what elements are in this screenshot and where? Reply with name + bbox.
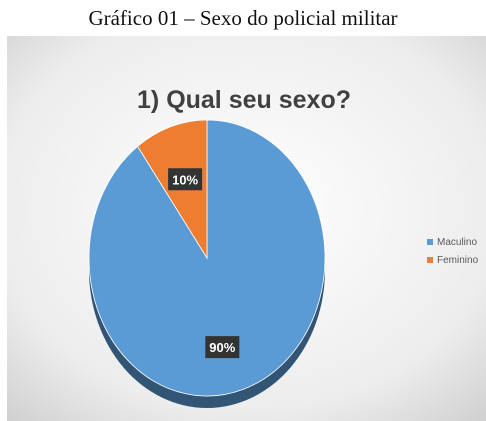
pie-chart: 1) Qual seu sexo? 90% 10% Maculino Feminin… bbox=[7, 36, 486, 421]
legend-swatch bbox=[427, 257, 433, 263]
pie-group: 90% 10% bbox=[88, 119, 326, 408]
data-label-box bbox=[205, 336, 240, 359]
figure-caption: Gráfico 01 – Sexo do policial militar bbox=[88, 6, 398, 30]
legend: Maculino Feminino bbox=[427, 237, 479, 266]
chart-area: 1) Qual seu sexo? 90% 10% Maculino Feminin… bbox=[7, 36, 486, 421]
legend-item-maculino: Maculino bbox=[427, 237, 477, 248]
data-label-box bbox=[168, 168, 203, 191]
data-label-feminino: 10% bbox=[168, 168, 203, 191]
legend-label: Maculino bbox=[437, 237, 477, 248]
chart-title: 1) Qual seu sexo? bbox=[137, 86, 351, 114]
legend-swatch bbox=[427, 239, 433, 245]
legend-item-feminino: Feminino bbox=[427, 255, 479, 266]
data-label-text: 10% bbox=[172, 172, 198, 187]
legend-label: Feminino bbox=[437, 255, 479, 266]
data-label-maculino: 90% bbox=[205, 336, 240, 359]
data-label-text: 90% bbox=[209, 340, 235, 355]
